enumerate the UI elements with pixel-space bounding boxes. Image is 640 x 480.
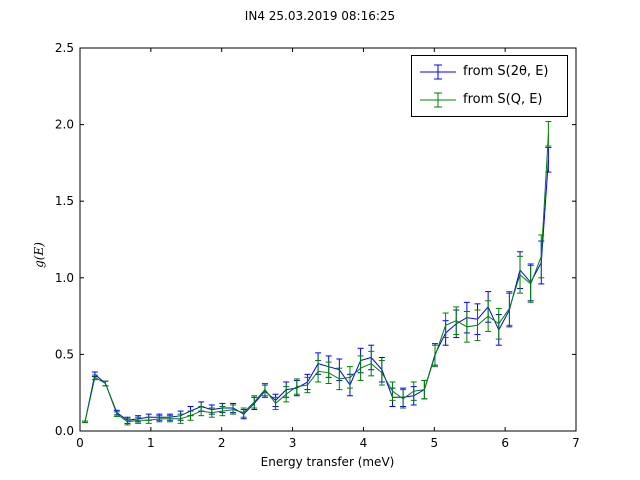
series-2-errorbar-1 <box>91 374 98 381</box>
y-tick-label-1: 0.5 <box>55 347 74 361</box>
y-tick-label-3: 1.5 <box>55 194 74 208</box>
x-tick-label-2: 2 <box>218 436 226 450</box>
y-tick-label-5: 2.5 <box>55 41 74 55</box>
x-tick-label-7: 7 <box>572 436 580 450</box>
series-2-errorbar-21 <box>304 376 311 394</box>
x-tick-label-5: 5 <box>430 436 438 450</box>
series-2-errorbar-27 <box>368 350 375 377</box>
series-2-errorbar-41 <box>517 255 524 294</box>
series-2-errorbar-2 <box>102 380 109 387</box>
series-2-errorbar-3 <box>113 411 120 417</box>
y-axis-label: g(E) <box>32 242 46 268</box>
legend-swatch-2 <box>420 92 456 108</box>
series-2-errorbar-4 <box>124 418 131 426</box>
series-2-errorbar-37 <box>474 309 481 342</box>
series-2-errorbar-9 <box>177 413 184 424</box>
x-tick-label-4: 4 <box>360 436 368 450</box>
series-2-errorbar-29 <box>389 381 396 401</box>
series-2-errorbar-11 <box>198 405 205 417</box>
series-2-errorbar-18 <box>272 396 279 411</box>
x-axis-label-text: Energy transfer (meV) <box>260 455 395 469</box>
series-2-errorbar-26 <box>357 355 364 381</box>
series-2-errorbar-20 <box>293 378 300 395</box>
series-2-errorbar-31 <box>410 381 417 401</box>
series-2-errorbar-42 <box>527 265 534 303</box>
legend-entry-1: from S(2θ, E) <box>412 62 569 82</box>
legend-entry-2: from S(Q, E) <box>412 90 569 110</box>
y-tick-label-0: 0.0 <box>55 424 74 438</box>
series-2-errorbar-16 <box>251 395 258 409</box>
series-2-errorbar-23 <box>325 361 332 385</box>
y-tick-label-2: 1.0 <box>55 271 74 285</box>
x-tick-label-0: 0 <box>76 436 84 450</box>
series-2-errorbar-35 <box>453 306 460 335</box>
series-2-errorbar-32 <box>421 379 428 400</box>
series-2-errorbar-6 <box>145 416 152 424</box>
series-2-errorbar-13 <box>219 405 226 417</box>
legend-label-1: from S(2θ, E) <box>463 64 549 79</box>
x-tick-label-3: 3 <box>289 436 297 450</box>
series-2-errorbar-39 <box>495 307 502 340</box>
legend: from S(2θ, E) from S(Q, E) <box>411 55 568 117</box>
series-2-line <box>84 133 549 423</box>
series-2-errorbar-7 <box>156 415 163 423</box>
legend-label-2: from S(Q, E) <box>463 92 543 107</box>
series-2 <box>81 121 552 426</box>
axes-frame <box>79 47 577 432</box>
series-2-errorbar-28 <box>378 360 385 386</box>
series-2-errorbar-12 <box>208 407 215 418</box>
series-2-errorbar-40 <box>506 291 513 326</box>
x-tick-label-1: 1 <box>147 436 155 450</box>
series-2-errorbar-10 <box>187 410 194 421</box>
series-2-errorbar-24 <box>336 367 343 391</box>
y-tick-label-4: 2.0 <box>55 118 74 132</box>
series-2-errorbar-34 <box>442 312 449 339</box>
ticks-layer: 0 1 2 3 4 5 6 7 0.0 0.5 1.0 1.5 2.0 2.5 <box>55 41 580 450</box>
series-2-errorbar-14 <box>230 404 237 415</box>
x-axis-label: Energy transfer (meV) <box>0 455 640 469</box>
series-2-errorbar-30 <box>400 389 407 409</box>
series-2-errorbar-0 <box>81 420 88 424</box>
series-2-errorbar-38 <box>485 300 492 332</box>
series-2-errorbar-5 <box>135 416 142 424</box>
series-2-errorbar-8 <box>166 415 173 423</box>
series-2-errorbar-22 <box>315 360 322 383</box>
series-2-errorbar-15 <box>240 407 247 418</box>
legend-swatch-1 <box>420 64 456 80</box>
x-tick-label-6: 6 <box>501 436 509 450</box>
series-2-errorbar-44 <box>545 121 552 147</box>
series-1-line <box>84 159 549 422</box>
series-2-errorbar-33 <box>431 344 438 368</box>
series-2-errorbar-25 <box>346 366 353 389</box>
series-2-errorbar-36 <box>463 311 470 343</box>
series-2-errorbar-19 <box>283 386 290 403</box>
series-layer <box>81 121 552 426</box>
chart-title: IN4 25.03.2019 08:16:25 <box>244 9 396 23</box>
series-2-errorbar-17 <box>261 383 268 397</box>
series-2-errorbar-43 <box>538 234 545 279</box>
